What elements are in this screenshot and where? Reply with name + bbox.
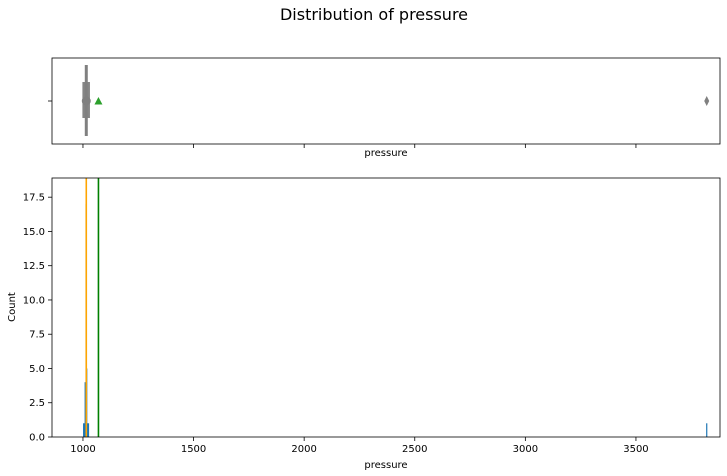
histogram-ref-lines [85,178,100,437]
histogram-ytick-label: 10.0 [23,295,45,306]
histogram-bar [84,382,86,437]
histogram-yticks: 0.0 2.5 5.0 7.5 10.0 12.5 15.0 17.5 [23,193,52,444]
histogram-ytick-label: 5.0 [29,364,45,375]
boxplot-marks [81,65,710,136]
histogram-ytick-label: 12.5 [23,261,45,272]
histogram-ytick-label: 15.0 [23,227,45,238]
boxplot-mean-marker [94,97,103,105]
histogram-bar [83,423,86,437]
histogram-ytick-label: 17.5 [23,193,45,204]
histogram-xtick-label: 1000 [70,444,95,455]
histogram-bars [83,204,708,437]
histogram-ytick-label: 7.5 [29,330,45,341]
histogram-xtick-label: 3000 [513,444,538,455]
boxplot-frame [51,57,721,145]
boxplot-outlier [704,96,710,106]
histogram-bar [706,423,708,437]
boxplot-ticks [82,144,637,148]
histogram-xtick-label: 2500 [402,444,427,455]
boxplot-panel: pressure [48,57,721,159]
histogram-bar [87,423,89,437]
histogram-ytick-label: 2.5 [29,398,45,409]
histogram-xtick-label: 3500 [623,444,648,455]
histogram-bar [83,423,85,437]
histogram-xtick-label: 1500 [181,444,206,455]
histogram-ytick-label: 0.0 [29,433,45,444]
histogram-xlabel: pressure [364,460,407,471]
boxplot-xlabel: pressure [364,148,407,159]
histogram-frame [51,177,721,438]
histogram-xticks: 1000 1500 2000 2500 3000 3500 [70,437,649,455]
histogram-bar [87,423,90,437]
histogram-xtick-label: 2000 [291,444,316,455]
histogram-panel: 0.0 2.5 5.0 7.5 10.0 12.5 15.0 17.5 1000 1500 200… [7,177,721,471]
figure-title: Distribution of pressure [280,5,468,24]
histogram-ylabel: Count [7,292,18,322]
boxplot-median [81,96,91,106]
